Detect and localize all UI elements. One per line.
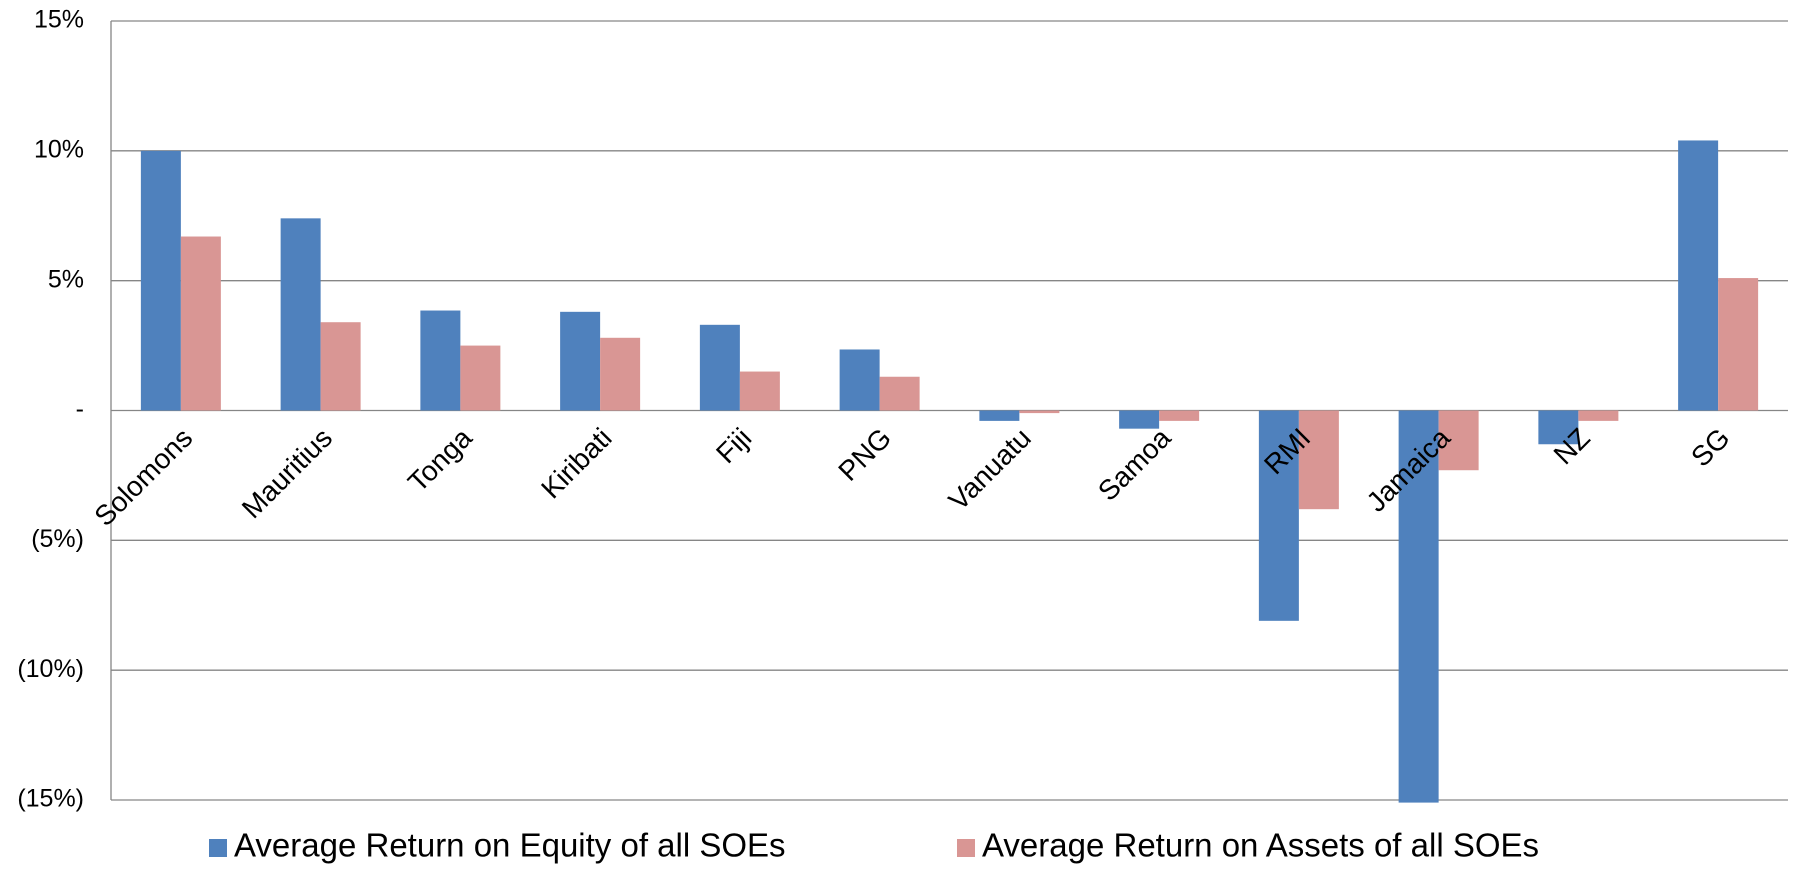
bar <box>1718 278 1759 411</box>
bar <box>1119 410 1160 429</box>
bar <box>1298 410 1339 510</box>
bar <box>699 324 740 411</box>
legend-label: Average Return on Assets of all SOEs <box>982 827 1539 864</box>
y-tick-label: (5%) <box>31 525 84 553</box>
y-tick-label: (15%) <box>17 785 84 813</box>
bar <box>879 376 920 411</box>
y-tick-label: (10%) <box>17 655 84 683</box>
bar <box>1538 410 1579 445</box>
bar <box>560 311 601 411</box>
x-tick-label: Solomons <box>88 422 198 532</box>
bar <box>420 310 461 411</box>
x-tick-label: Fiji <box>710 422 757 469</box>
bar <box>979 410 1020 421</box>
y-tick-label: 10% <box>34 135 84 163</box>
bar <box>1578 410 1619 421</box>
bar <box>140 150 181 411</box>
legend-marker <box>209 839 227 857</box>
bar <box>600 337 641 411</box>
x-tick-label: PNG <box>832 422 897 487</box>
bar <box>460 345 501 411</box>
bar <box>1678 140 1719 411</box>
bar <box>839 349 880 411</box>
bar <box>1159 410 1200 421</box>
y-tick-label: - <box>76 395 84 423</box>
bar <box>1398 410 1439 803</box>
x-tick-label: Kiribati <box>535 422 617 504</box>
bar <box>1019 410 1060 414</box>
bar <box>320 322 361 411</box>
y-tick-label: 5% <box>48 265 84 293</box>
x-tick-label: Vanuatu <box>943 422 1037 516</box>
x-tick-label: Tonga <box>402 422 478 498</box>
bar <box>1438 410 1479 471</box>
x-tick-label: SG <box>1685 422 1736 473</box>
bar <box>739 371 780 411</box>
bar <box>180 236 221 411</box>
legend-marker <box>957 839 975 857</box>
bar <box>280 218 321 411</box>
bar <box>1258 410 1299 621</box>
legend-label: Average Return on Equity of all SOEs <box>234 827 786 864</box>
x-tick-label: Mauritius <box>236 422 338 524</box>
y-tick-label: 15% <box>34 6 84 34</box>
x-tick-label: Samoa <box>1092 422 1177 507</box>
